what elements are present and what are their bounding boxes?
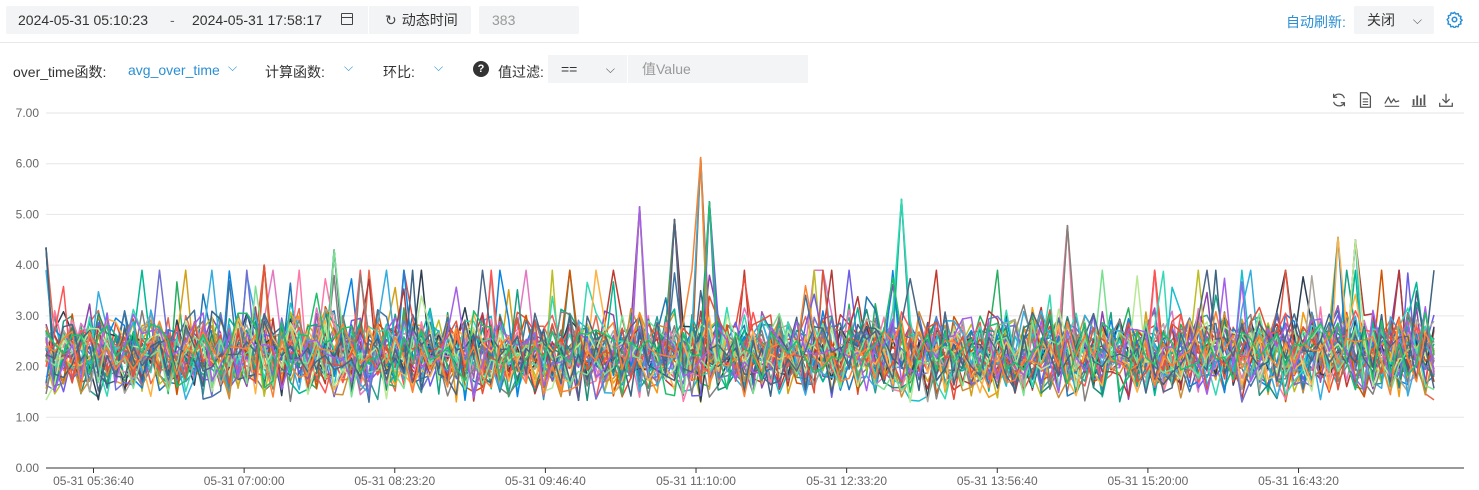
y-tick-label: 0.00 xyxy=(16,461,40,475)
over-time-select[interactable]: avg_over_time xyxy=(128,62,220,78)
chevron-down-icon: ⌵ xyxy=(605,62,615,76)
y-tick-label: 4.00 xyxy=(16,258,40,272)
chevron-down-icon[interactable]: ⌵ xyxy=(228,60,238,74)
ratio-select[interactable]: ⌵ xyxy=(434,60,444,74)
auto-refresh-select[interactable]: 关闭 ⌵ xyxy=(1354,6,1434,34)
dynamic-time-label: 动态时间 xyxy=(401,12,458,28)
calc-function-select[interactable]: ⌵ xyxy=(344,60,354,74)
x-tick-label: 05-31 13:56:40 xyxy=(957,474,1038,488)
series-line xyxy=(45,236,1435,398)
filter-bar: over_time函数: avg_over_time ⌵ 计算函数: ⌵ 环比:… xyxy=(0,55,1479,83)
y-tick-label: 7.00 xyxy=(16,106,40,120)
bar-chart-icon[interactable] xyxy=(1410,90,1428,110)
x-tick-label: 05-31 16:43:20 xyxy=(1258,474,1339,488)
document-icon[interactable] xyxy=(1356,90,1374,110)
x-tick-label: 05-31 12:33:20 xyxy=(806,474,887,488)
operator-value: == xyxy=(561,61,578,77)
series-line xyxy=(45,201,1435,397)
range-divider xyxy=(368,6,369,34)
refresh-cycle-icon: ↻ xyxy=(385,11,397,28)
y-tick-label: 6.00 xyxy=(16,157,40,171)
y-tick-label: 2.00 xyxy=(16,360,40,374)
y-tick-label: 3.00 xyxy=(16,309,40,323)
chevron-down-icon: ⌵ xyxy=(1412,13,1422,27)
start-time[interactable]: 2024-05-31 05:10:23 xyxy=(18,12,148,28)
series-line xyxy=(45,239,1435,403)
series-line xyxy=(45,218,1435,402)
x-axis: 05-31 05:36:40 05-31 07:00:00 05-31 08:23:… xyxy=(53,468,1339,488)
calendar-icon[interactable] xyxy=(341,13,353,25)
auto-refresh-value: 关闭 xyxy=(1367,12,1395,28)
help-icon[interactable]: ? xyxy=(473,61,489,77)
line-chart-icon[interactable] xyxy=(1383,90,1401,110)
value-filter-label: 值过滤: xyxy=(498,64,544,80)
auto-refresh-label: 自动刷新: xyxy=(1286,14,1346,30)
count-input[interactable]: 383 xyxy=(479,6,579,34)
y-axis-labels: 7.00 6.00 5.00 4.00 3.00 2.00 1.00 0.00 xyxy=(16,106,40,475)
x-tick-label: 05-31 07:00:00 xyxy=(204,474,285,488)
x-tick-label: 05-31 08:23:20 xyxy=(354,474,435,488)
range-separator: - xyxy=(170,12,175,28)
gear-icon[interactable] xyxy=(1446,11,1463,28)
refresh-icon[interactable] xyxy=(1330,90,1348,110)
ratio-label: 环比: xyxy=(383,64,415,80)
top-bar: 2024-05-31 05:10:23 - 2024-05-31 17:58:1… xyxy=(0,0,1479,43)
time-series-chart: 7.00 6.00 5.00 4.00 3.00 2.00 1.00 0.00 05-31 0… xyxy=(16,106,1464,488)
calc-function-label: 计算函数: xyxy=(265,64,325,80)
x-tick-label: 05-31 05:36:40 xyxy=(53,474,134,488)
time-range-picker[interactable]: 2024-05-31 05:10:23 - 2024-05-31 17:58:1… xyxy=(6,6,471,34)
download-icon[interactable] xyxy=(1437,90,1455,110)
x-tick-label: 05-31 09:46:40 xyxy=(505,474,586,488)
over-time-label: over_time函数: xyxy=(13,64,107,80)
x-tick-label: 05-31 11:10:00 xyxy=(656,474,736,488)
y-tick-label: 5.00 xyxy=(16,207,40,221)
chart-series xyxy=(45,156,1435,404)
chart-grid xyxy=(46,112,1464,469)
x-tick-label: 05-31 15:20:00 xyxy=(1108,474,1189,488)
dynamic-time-button[interactable]: ↻ 动态时间 xyxy=(385,10,458,30)
y-tick-label: 1.00 xyxy=(16,410,40,424)
series-line xyxy=(45,156,1435,398)
value-filter-input[interactable] xyxy=(628,55,808,83)
end-time[interactable]: 2024-05-31 17:58:17 xyxy=(192,12,322,28)
operator-select[interactable]: == ⌵ xyxy=(548,55,628,83)
